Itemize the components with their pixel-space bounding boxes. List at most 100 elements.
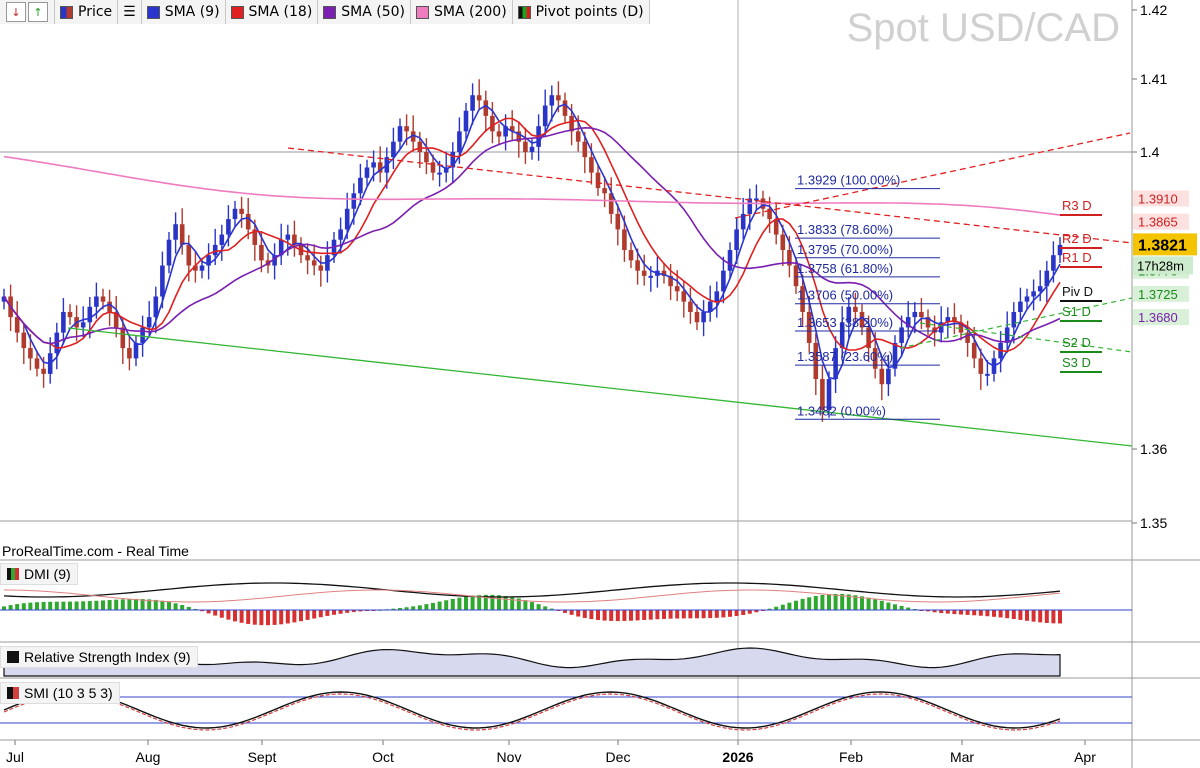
source-label: ProRealTime.com - Real Time xyxy=(2,543,189,559)
dmi-bar xyxy=(464,596,468,610)
dmi-bar xyxy=(391,608,396,610)
dmi-bar xyxy=(939,610,944,613)
fib-level-label: 1.3795 (70.00%) xyxy=(797,242,893,257)
candle-body xyxy=(787,250,792,266)
legend-sma200[interactable]: SMA (200) xyxy=(411,0,513,24)
candle-body xyxy=(140,327,145,343)
dmi-bar xyxy=(602,610,607,621)
candle-body xyxy=(886,368,891,385)
dmi-bar xyxy=(1038,610,1043,623)
candle-body xyxy=(853,306,858,312)
dmi-bar xyxy=(609,610,614,621)
candle-body xyxy=(153,296,159,318)
dmi-bar xyxy=(1044,610,1049,623)
dmi-bar xyxy=(239,610,244,623)
candle-body xyxy=(575,131,581,142)
candle-body xyxy=(509,126,515,132)
dmi-bar xyxy=(530,602,534,610)
dmi-bar xyxy=(866,597,871,610)
dmi-bar xyxy=(437,601,442,610)
price-swatch-icon xyxy=(60,5,73,19)
legend-price[interactable]: Price xyxy=(55,0,119,24)
dmi-bar xyxy=(272,610,277,625)
countdown-bg xyxy=(1133,256,1193,275)
x-tick-label: Dec xyxy=(606,749,631,765)
candle-body xyxy=(747,198,753,214)
dmi-bar xyxy=(563,610,567,613)
dmi-bar xyxy=(648,610,653,620)
candle-body xyxy=(833,348,838,380)
dmi-bar xyxy=(246,610,251,624)
candle-body xyxy=(344,208,350,230)
y-tick-label: 1.35 xyxy=(1140,515,1167,531)
dmi-bar xyxy=(635,610,640,621)
dmi-legend[interactable]: DMI (9) xyxy=(0,563,78,585)
candle-body xyxy=(292,234,297,245)
legend-sma9[interactable]: SMA (9) xyxy=(141,0,226,24)
legend-sma18[interactable]: SMA (18) xyxy=(225,0,319,24)
dmi-bar xyxy=(233,610,237,622)
candle-body xyxy=(542,105,548,127)
candle-body xyxy=(424,152,429,163)
candle-body xyxy=(688,301,693,312)
candle-body xyxy=(516,131,522,142)
candle-body xyxy=(529,146,535,152)
dmi-bar xyxy=(688,610,693,619)
dmi-bar xyxy=(899,605,904,610)
dmi-bar xyxy=(695,610,699,619)
axis-value-bg xyxy=(1133,285,1189,302)
candle-body xyxy=(443,167,449,173)
candle-body xyxy=(311,260,317,266)
candle-body xyxy=(21,332,27,349)
candle-body xyxy=(681,291,687,302)
candle-body xyxy=(582,141,588,158)
rsi-legend[interactable]: Relative Strength Index (9) xyxy=(0,646,198,668)
dmi-bar xyxy=(134,598,138,610)
fib-level-label: 1.3929 (100.00%) xyxy=(797,173,900,188)
dmi-bar xyxy=(582,610,587,618)
candle-body xyxy=(978,358,984,374)
candle-body xyxy=(938,322,944,333)
legend-sma50[interactable]: SMA (50) xyxy=(318,0,412,24)
dmi-bar xyxy=(576,610,581,617)
toolbar: ↓ ↑ Price ☰ SMA (9) SMA (18) SMA (50) SM… xyxy=(0,0,650,24)
candle-body xyxy=(1,296,7,302)
dmi-bar xyxy=(147,599,152,610)
candle-body xyxy=(965,332,970,343)
candle-body xyxy=(674,286,680,292)
candle-body xyxy=(160,265,165,297)
dmi-bar xyxy=(81,601,86,610)
axis-value-label: 1.3725 xyxy=(1138,287,1178,302)
toolbar-nav[interactable]: ↓ ↑ xyxy=(0,0,55,24)
candle-body xyxy=(1031,291,1036,297)
legend-sma200-label: SMA (200) xyxy=(434,4,507,20)
candle-body xyxy=(919,311,924,318)
candle-body xyxy=(61,311,66,333)
fib-level-label: 1.3833 (78.60%) xyxy=(797,222,893,237)
overlays-layer xyxy=(3,103,1133,447)
dmi-bar xyxy=(734,610,739,617)
menu-button[interactable]: ☰ xyxy=(118,0,142,24)
dmi-bar xyxy=(299,610,303,622)
arrow-down-icon[interactable]: ↓ xyxy=(6,2,26,22)
legend-sma9-label: SMA (9) xyxy=(164,4,220,20)
candle-body xyxy=(622,229,627,251)
smi-legend[interactable]: SMI (10 3 5 3) xyxy=(0,682,120,704)
candle-body xyxy=(67,311,73,318)
candle-body xyxy=(641,270,647,276)
candle-body xyxy=(232,208,238,220)
y-tick-label: 1.41 xyxy=(1140,71,1167,87)
dmi-bar xyxy=(8,605,13,610)
candle-body xyxy=(780,234,786,251)
dmi-bar xyxy=(622,610,627,621)
candle-body xyxy=(1004,327,1010,343)
candle-body xyxy=(701,311,706,323)
dmi-bar xyxy=(15,604,20,610)
dmi-bar xyxy=(840,594,845,610)
menu-icon: ☰ xyxy=(123,4,136,20)
dmi-bar xyxy=(160,600,165,610)
legend-pivots[interactable]: Pivot points (D) xyxy=(512,0,650,24)
candle-body xyxy=(252,229,258,245)
dmi-bar xyxy=(444,600,449,610)
arrow-up-icon[interactable]: ↑ xyxy=(28,2,48,22)
